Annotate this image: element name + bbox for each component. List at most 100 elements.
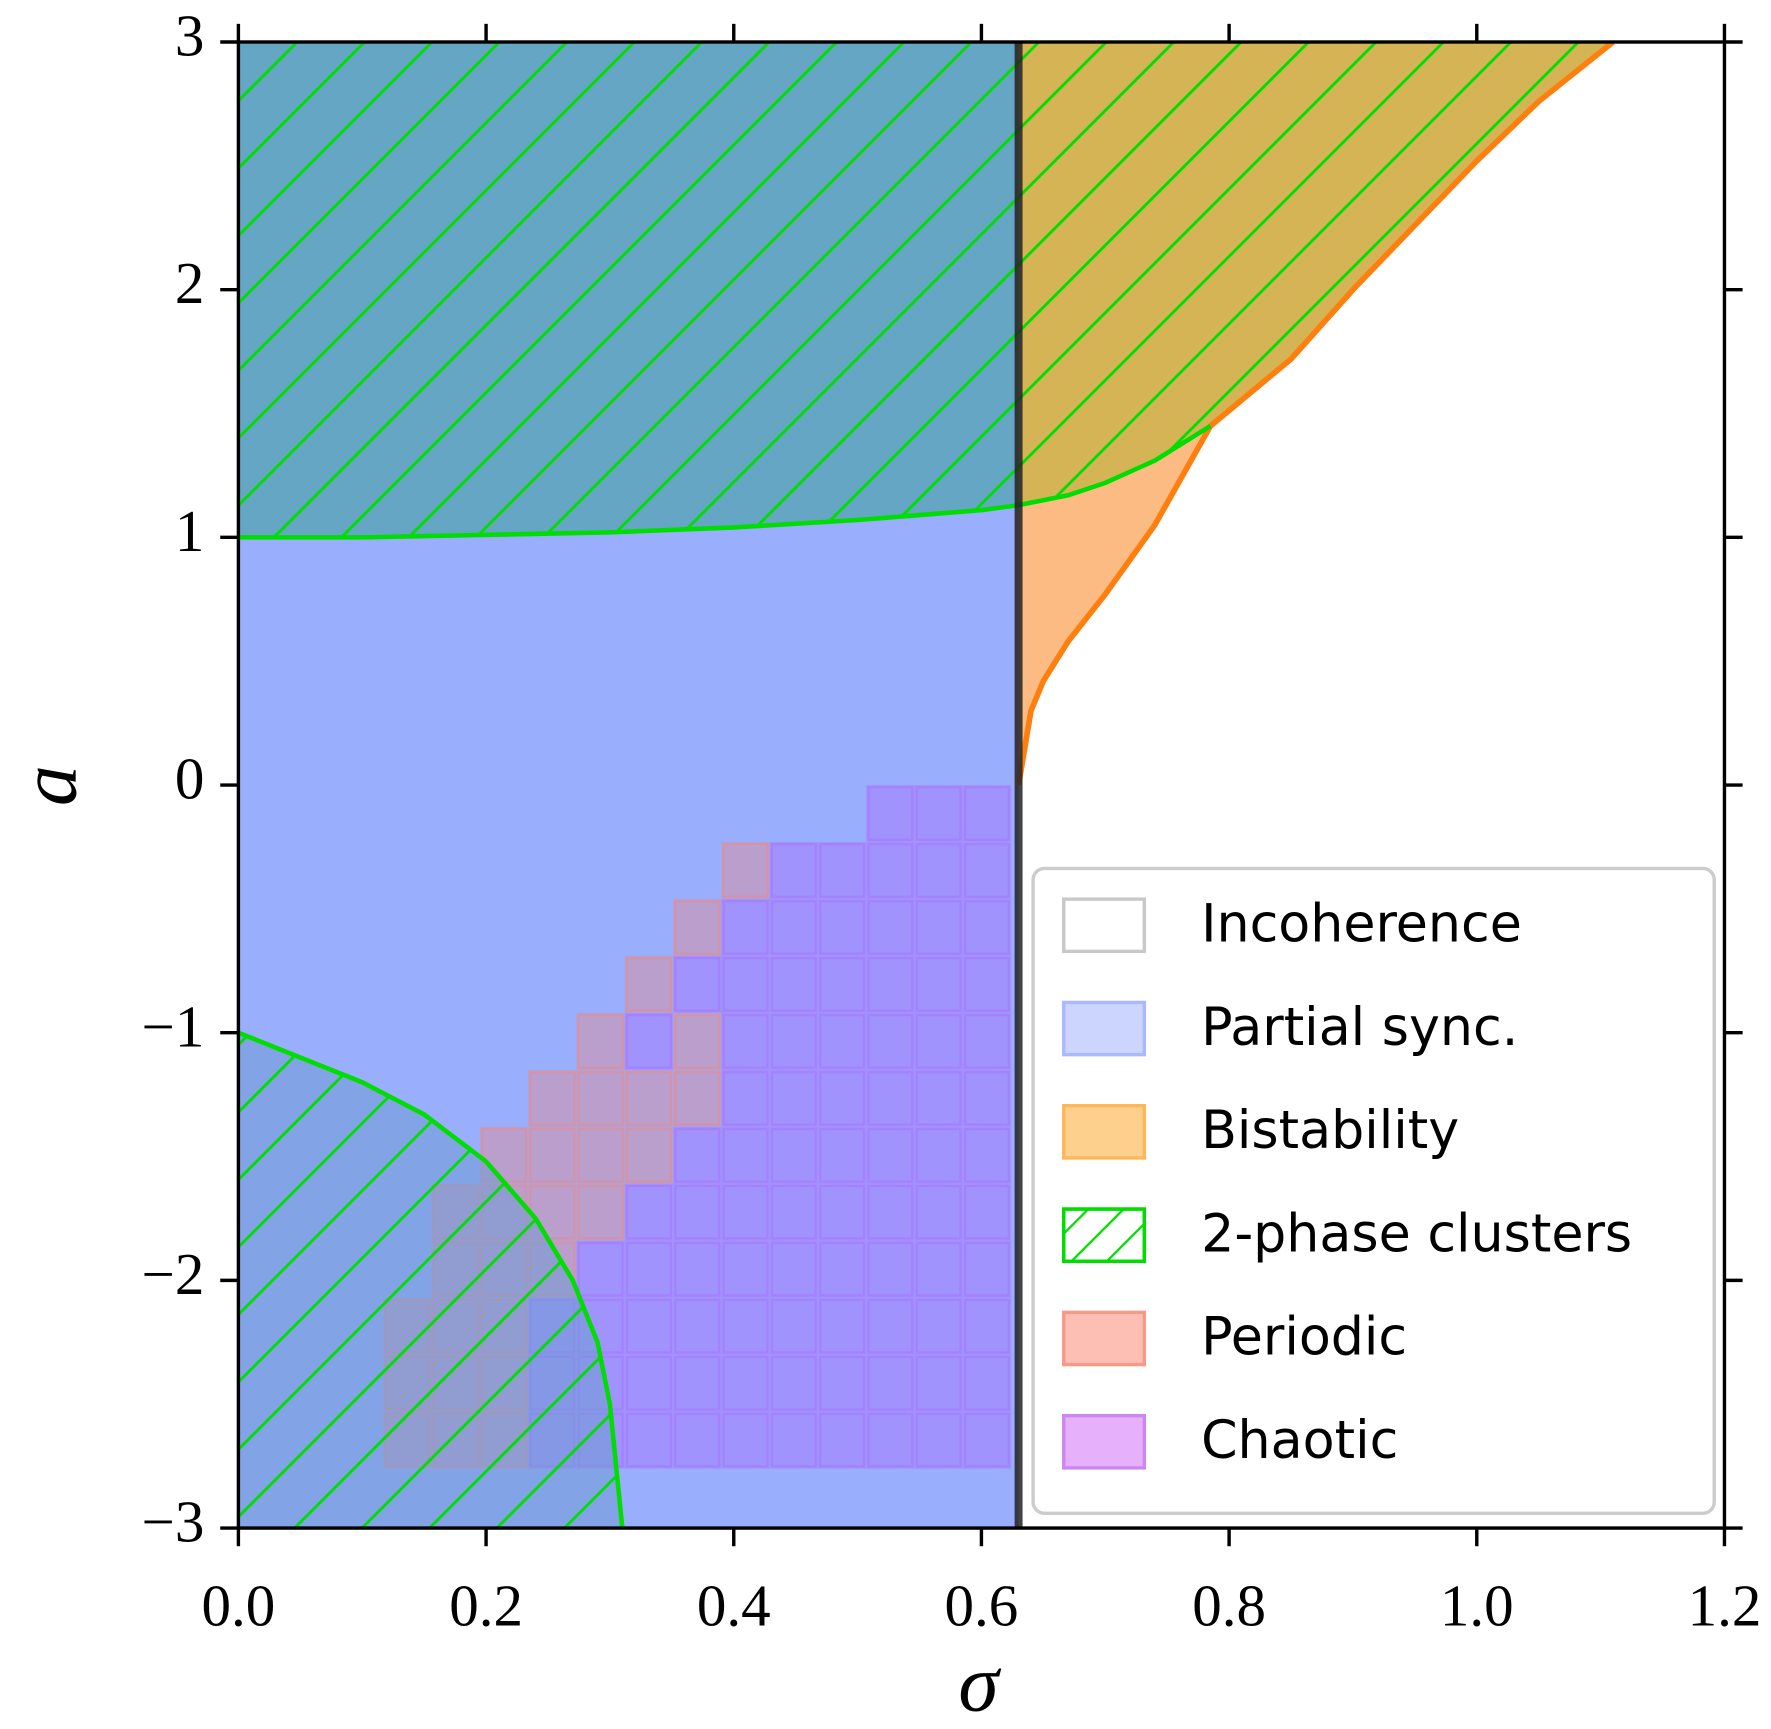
periodic-cell-edge — [577, 1184, 624, 1240]
x-tick-label: 1.0 — [1440, 1573, 1514, 1639]
chaotic-cell-edge — [963, 843, 1011, 898]
chaotic-cell-edge — [963, 1184, 1011, 1240]
chaotic-cell-edge — [867, 1127, 914, 1183]
y-tick-label: 3 — [175, 3, 205, 69]
chaotic-cell-edge — [915, 1412, 962, 1468]
chaotic-cell-edge — [722, 1355, 769, 1411]
chaotic-cell-edge — [915, 1127, 962, 1183]
x-tick-label: 0.8 — [1192, 1573, 1266, 1639]
chaotic-cell-edge — [625, 1241, 672, 1297]
x-axis-label: σ — [958, 1637, 1001, 1728]
chaotic-cell-edge — [674, 1241, 721, 1297]
legend-label: Bistability — [1201, 1101, 1459, 1161]
periodic-cells — [673, 898, 722, 956]
chaotic-cell-edge — [770, 1412, 817, 1468]
periodic-cells — [528, 1069, 722, 1127]
two-phase-hatch — [238, 42, 1019, 538]
chaotic-cell-edge — [674, 1355, 721, 1411]
chaotic-cells — [528, 1297, 1012, 1355]
chaotic-cell-edge — [819, 1241, 866, 1297]
chaotic-cell-edge — [722, 1298, 769, 1354]
chaotic-cell-edge — [770, 957, 817, 1012]
legend: Incoherence Partial sync. Bistability 2-pha… — [1031, 866, 1716, 1516]
chaotic-cell-edge — [819, 1127, 866, 1183]
chaotic-cell-edge — [770, 1298, 817, 1354]
periodic-cell-edge — [722, 843, 769, 898]
chaotic-cell-edge — [674, 1127, 721, 1183]
chaotic-cell-edge — [674, 1412, 721, 1468]
chaotic-cell-edge — [577, 1241, 624, 1297]
chaotic-cell-edge — [625, 1184, 672, 1240]
chaotic-cell-edge — [867, 1184, 914, 1240]
chaotic-cell-edge — [915, 1355, 962, 1411]
chaotic-cell-edge — [963, 1127, 1011, 1183]
chaotic-cell-edge — [819, 1014, 866, 1069]
x-tick-label: 0.0 — [202, 1573, 276, 1639]
chaotic-cells — [673, 955, 1012, 1013]
chaotic-cell-edge — [770, 900, 817, 955]
legend-swatch — [1062, 1104, 1147, 1160]
chaotic-cell-edge — [867, 1355, 914, 1411]
periodic-cell-edge — [577, 1127, 624, 1183]
chaotic-cell-edge — [770, 1241, 817, 1297]
chaotic-cells — [769, 841, 1012, 899]
chaotic-cell-edge — [963, 1014, 1011, 1069]
chaotic-cell-edge — [867, 1014, 914, 1069]
periodic-cell-edge — [674, 1014, 721, 1069]
y-tick-label: 2 — [175, 250, 205, 316]
chaotic-cell-edge — [867, 1241, 914, 1297]
boundary-curve — [238, 423, 1212, 540]
chaotic-cell-edge — [722, 957, 769, 1012]
chaotic-cells — [721, 1012, 1012, 1070]
x-tick-label: 1.2 — [1688, 1573, 1762, 1639]
chaotic-cell-edge — [867, 1298, 914, 1354]
chaotic-cell-edge — [915, 1298, 962, 1354]
periodic-cells — [624, 955, 674, 1013]
periodic-cell-edge — [577, 1070, 624, 1126]
y-tick-label: −2 — [142, 1241, 205, 1307]
periodic-cells — [673, 1012, 722, 1070]
chaotic-cell-edge — [722, 1127, 769, 1183]
chaotic-cell-edge — [674, 1184, 721, 1240]
boundary-curve — [238, 1030, 625, 1529]
periodic-cell-edge — [529, 1127, 576, 1183]
legend-box — [1031, 866, 1716, 1516]
chaotic-cells — [624, 1012, 674, 1070]
legend-swatch — [1062, 1000, 1147, 1057]
chaotic-cell-edge — [915, 843, 962, 898]
chaotic-cell-edge — [819, 1298, 866, 1354]
legend-label: 2-phase clusters — [1201, 1204, 1632, 1264]
chaotic-cell-edge — [963, 1298, 1011, 1354]
chaotic-cell-edge — [722, 1241, 769, 1297]
chaotic-cell-edge — [867, 900, 914, 955]
chaotic-cells — [866, 785, 1012, 842]
periodic-cell-edge — [625, 1127, 672, 1183]
x-tick-label: 0.2 — [449, 1573, 523, 1639]
chaotic-cell-edge — [867, 1070, 914, 1126]
chaotic-cell-edge — [819, 957, 866, 1012]
chaotic-cell-edge — [867, 957, 914, 1012]
y-axis-label: a — [3, 765, 94, 806]
periodic-cell-edge — [674, 1070, 721, 1126]
y-tick-label: −1 — [142, 993, 205, 1059]
chaotic-cell-edge — [915, 1241, 962, 1297]
chaotic-cell-edge — [915, 957, 962, 1012]
chaotic-cell-edge — [722, 1412, 769, 1468]
chaotic-cell-edge — [722, 1070, 769, 1126]
chaotic-cells — [721, 1069, 1012, 1127]
chaotic-cell-edge — [867, 843, 914, 898]
chaotic-cell-edge — [963, 1070, 1011, 1126]
bistability-region — [1018, 425, 1211, 786]
periodic-cell-edge — [529, 1070, 576, 1126]
chaotic-cell-edge — [963, 1412, 1011, 1468]
legend-hatch — [1062, 1207, 1147, 1263]
chaotic-cell-edge — [915, 1014, 962, 1069]
chaotic-cell-edge — [915, 786, 962, 841]
chaotic-cell-edge — [625, 1355, 672, 1411]
chaotic-cell-edge — [915, 1184, 962, 1240]
legend-label: Partial sync. — [1201, 998, 1518, 1058]
chaotic-cell-edge — [963, 900, 1011, 955]
chaotic-cell-edge — [963, 1355, 1011, 1411]
chaotic-cell-edge — [819, 900, 866, 955]
chaotic-cell-edge — [819, 1412, 866, 1468]
